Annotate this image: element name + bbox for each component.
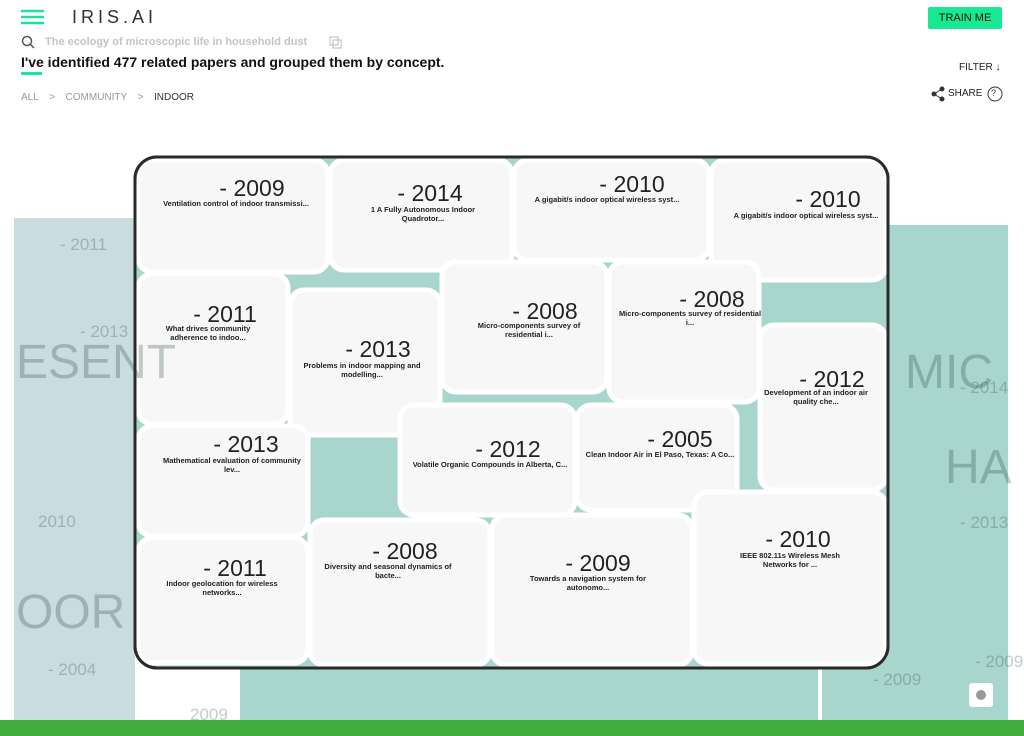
cell-year: - 2010: [795, 186, 861, 212]
background-label: ESENT: [16, 336, 177, 389]
cell-year: - 2010: [599, 171, 665, 197]
cell-year: - 2011: [193, 301, 257, 327]
cell-year: - 2011: [203, 555, 267, 581]
cell-title: A gigabit/s indoor optical wireless syst…: [733, 211, 879, 220]
background-label: - 2013: [960, 513, 1009, 532]
crumb[interactable]: COMMUNITY: [65, 92, 128, 103]
brand: IRIS.AI: [72, 7, 158, 27]
train-button-bg[interactable]: [928, 7, 1002, 29]
crumb[interactable]: ALL: [21, 92, 39, 103]
cell-title: Micro-components survey of residential i…: [618, 309, 762, 327]
cell-year: - 2005: [647, 426, 713, 452]
concept-cell[interactable]: [574, 402, 740, 513]
cell-title: Volatile Organic Compounds in Alberta, C…: [412, 460, 568, 469]
cell-title: Clean Indoor Air in El Paso, Texas: A Co…: [585, 450, 735, 459]
cell-year: - 2012: [475, 436, 541, 462]
filter[interactable]: FILTER ↓: [959, 62, 1001, 73]
concept-cell[interactable]: [691, 489, 889, 667]
focus-border: [133, 155, 890, 670]
summary: I've identified 477 related papers and g…: [21, 54, 445, 70]
background-label: MIC: [905, 346, 993, 399]
help-icon[interactable]: [987, 86, 1003, 102]
cell-year: - 2009: [565, 550, 631, 576]
cell-year: - 2009: [219, 175, 285, 201]
concept-cell[interactable]: [708, 157, 889, 283]
concept-cell[interactable]: [757, 322, 889, 493]
cell-year: - 2010: [765, 526, 831, 552]
cell-year: - 2012: [799, 366, 865, 392]
cell-title: 1 A Fully Autonomous Indoor Quadrotor...: [370, 205, 476, 223]
menu-icon[interactable]: [21, 9, 44, 25]
background-label: - 2014: [960, 378, 1009, 397]
filter-label[interactable]: FILTER: [959, 62, 993, 73]
crumb: INDOOR: [153, 92, 194, 103]
cell-title: Problems in indoor mapping and modelling…: [303, 361, 421, 379]
background-label: 2010: [38, 512, 76, 531]
cell-title: Ventilation control of indoor transmissi…: [163, 199, 309, 208]
cell-title: Micro-components survey of residential i…: [477, 321, 581, 339]
copy-icon[interactable]: [329, 36, 342, 49]
background-label: - 2004: [48, 660, 97, 679]
cell-year: - 2008: [512, 298, 578, 324]
crumb-separator: >: [137, 92, 144, 103]
background-label: - 2009: [975, 652, 1024, 671]
left-region: [14, 218, 135, 720]
background-label: - 2011: [60, 235, 107, 254]
background-label: 2009: [190, 705, 228, 724]
cell-title: Development of an indoor air quality che…: [764, 388, 868, 406]
cell-year: - 2014: [397, 180, 463, 206]
taskbar: [0, 720, 1024, 736]
cell-title: Diversity and seasonal dynamics of bacte…: [324, 562, 452, 580]
share-icon[interactable]: [931, 86, 945, 102]
cell-title: What drives community adherence to indoo…: [165, 324, 251, 342]
background-label: - 2009: [873, 670, 922, 689]
cell-year: - 2013: [213, 431, 279, 457]
cell-title: Mathematical evaluation of community lev…: [163, 456, 301, 474]
train-button[interactable]: TRAIN ME: [938, 12, 992, 24]
cell-title: Towards a navigation system for autonomo…: [529, 574, 647, 592]
cell-title: Indoor geolocation for wireless networks…: [166, 579, 278, 597]
breadcrumb: ALL > COMMUNITY > INDOOR: [21, 87, 194, 105]
background-label: - 2013: [80, 322, 129, 341]
search-query[interactable]: The ecology of microscopic life in house…: [45, 36, 308, 48]
concept-cell[interactable]: [606, 259, 762, 405]
background-label: OOR: [16, 586, 126, 639]
summary-underline: [21, 72, 42, 75]
crumb-separator: >: [49, 92, 56, 103]
cell-year: - 2008: [679, 286, 745, 312]
background-label: HA: [945, 441, 1012, 494]
cell-title: A gigabit/s indoor optical wireless syst…: [534, 195, 680, 204]
cell-year: - 2008: [372, 538, 438, 564]
search-icon: [21, 35, 35, 49]
cell-year: - 2013: [345, 336, 411, 362]
cell-title: IEEE 802.11s Wireless Mesh Networks for …: [740, 551, 840, 569]
help-label[interactable]: ?: [991, 88, 997, 98]
share-label[interactable]: SHARE: [948, 88, 983, 99]
